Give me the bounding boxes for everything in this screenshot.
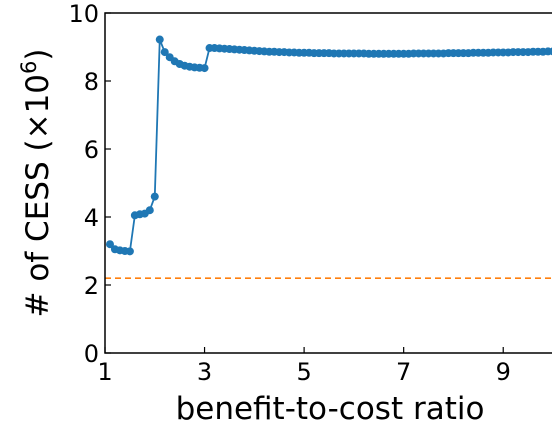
y-tick-label: 0 [84,340,99,368]
x-axis-label: benefit-to-cost ratio [176,391,485,427]
y-axis: 0 2 4 6 8 10 [68,0,111,368]
x-tick-label: 5 [296,358,311,386]
y-axis-label-exponent: 6 [17,61,41,74]
x-tick-label: 9 [496,358,511,386]
x-tick-label: 3 [197,358,212,386]
data-point [125,247,134,256]
x-tick-label: 7 [396,358,411,386]
y-axis-label: # of CESS (×106) [17,48,56,317]
y-tick-label: 6 [84,136,99,164]
y-tick-label: 10 [68,0,99,28]
y-tick-label: 4 [84,204,99,232]
data-point [155,35,164,44]
series-layer [105,35,552,280]
data-point [160,48,169,57]
x-axis: 1 3 5 7 9 [97,347,511,386]
y-tick-label: 8 [84,68,99,96]
x-tick-label: 1 [97,358,112,386]
series-line [109,39,552,253]
y-tick-label: 2 [84,272,99,300]
data-point [549,47,552,56]
data-point [200,64,209,73]
data-point [105,240,114,249]
data-point [150,192,159,201]
data-point [145,206,154,215]
y-axis-label-close: ) [20,48,56,60]
plot-frame [104,12,552,354]
